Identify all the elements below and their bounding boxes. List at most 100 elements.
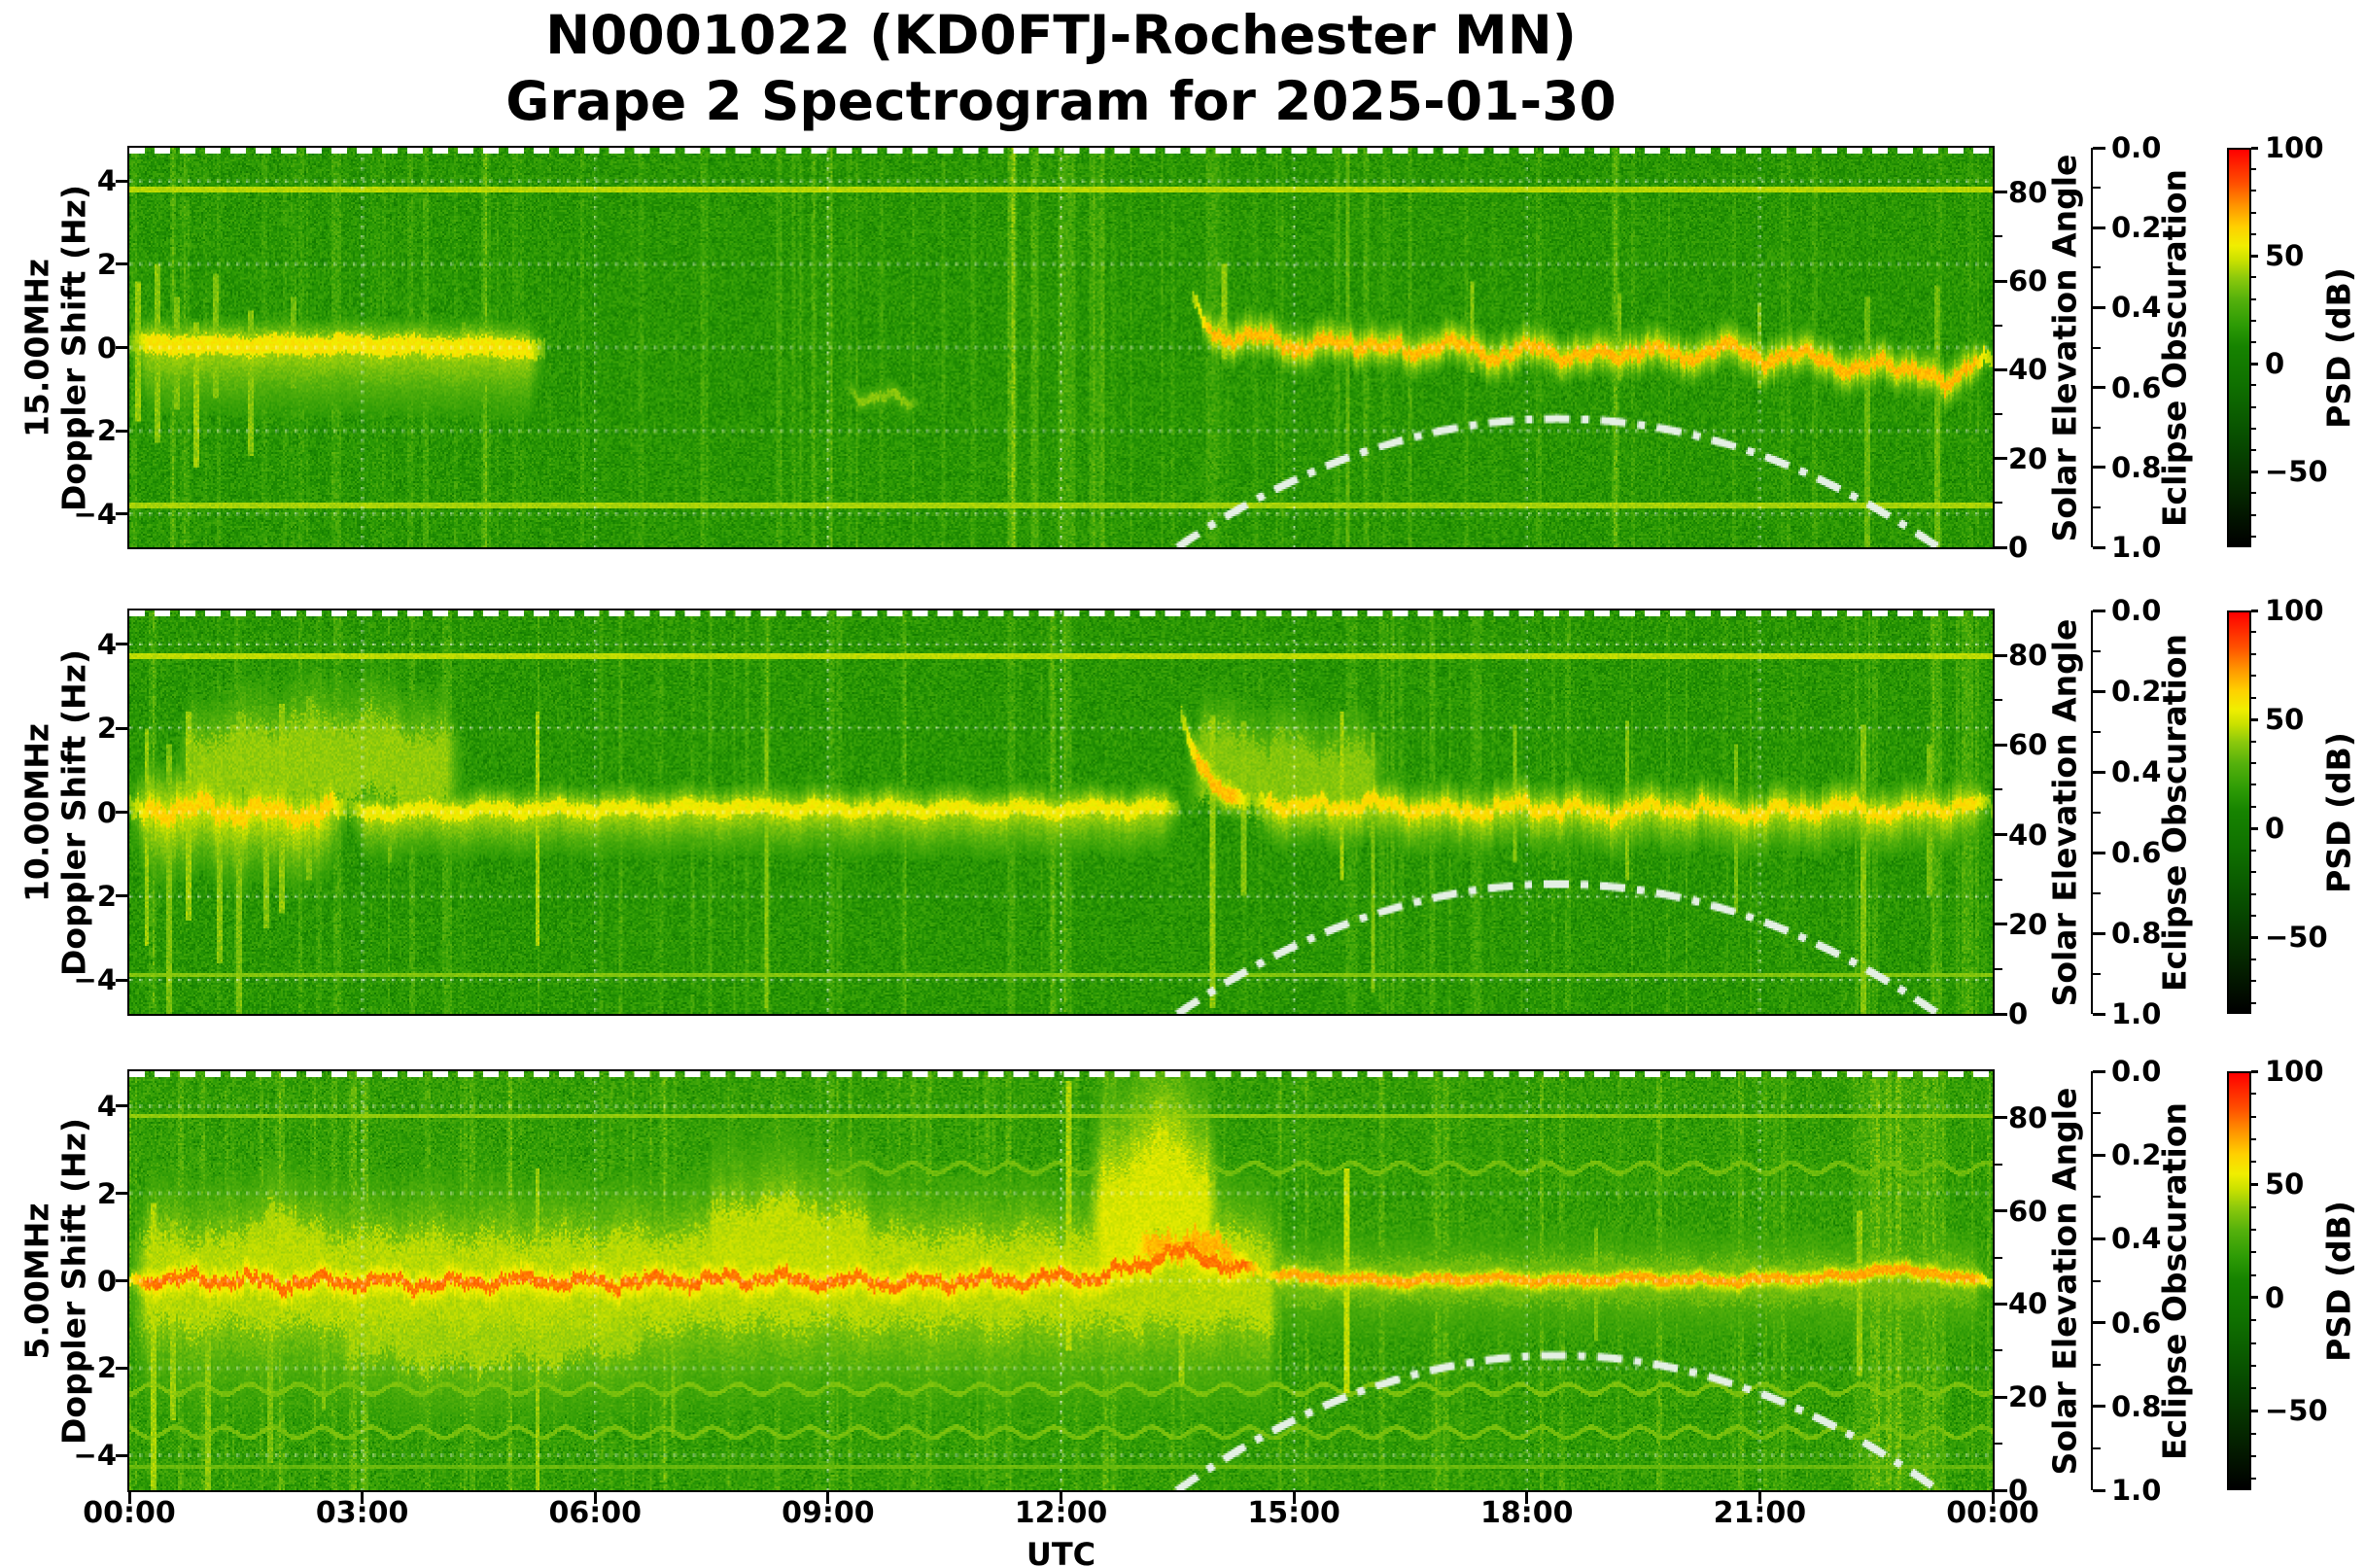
- colorbar-minor-tick: [2251, 805, 2256, 808]
- colorbar-minor-tick: [2251, 1478, 2256, 1481]
- colorbar-tick-mark: [2251, 470, 2258, 473]
- colorbar-minor-tick: [2251, 232, 2256, 235]
- colorbar-minor-tick: [2251, 384, 2256, 387]
- title-line-2: Grape 2 Spectrogram for 2025-01-30: [505, 70, 1617, 132]
- colorbar-minor-tick: [2251, 696, 2256, 699]
- solar-tick-mark: [1995, 1302, 2007, 1306]
- colorbar-tick-label: 100: [2265, 131, 2324, 164]
- x-tick-label: 09:00: [782, 1496, 875, 1530]
- x-tick-mark: [1292, 1492, 1296, 1504]
- solar-tick-mark: [1995, 1116, 2007, 1120]
- psd-colorbar: [2227, 610, 2251, 1014]
- eclipse-tick-label: 0.6: [2111, 370, 2162, 404]
- solar-minor-tick: [1995, 967, 2002, 970]
- x-tick-mark: [593, 1492, 597, 1504]
- doppler-tick-label: −2: [73, 1351, 117, 1385]
- colorbar-tick-label: 0: [2265, 347, 2285, 381]
- solar-minor-tick: [1995, 502, 2002, 505]
- x-tick-label: 12:00: [1014, 1496, 1108, 1530]
- spectrogram-canvas-10mhz: [129, 610, 1993, 1014]
- eclipse-tick-label: 0.4: [2111, 1222, 2162, 1256]
- colorbar-minor-tick: [2251, 762, 2256, 765]
- solar-axis-label: Solar Elevation Angle: [2045, 618, 2083, 1006]
- colorbar-tick-mark: [2251, 1182, 2258, 1186]
- doppler-tick-mark: [116, 643, 127, 646]
- colorbar-minor-tick: [2251, 513, 2256, 516]
- solar-tick-label: 40: [2008, 818, 2048, 852]
- colorbar-minor-tick: [2251, 849, 2256, 852]
- doppler-tick-mark: [116, 1104, 127, 1108]
- solar-axis-label: Solar Elevation Angle: [2045, 154, 2083, 541]
- colorbar-minor-tick: [2251, 915, 2256, 918]
- x-tick-label: 00:00: [1946, 1496, 2039, 1530]
- colorbar-minor-tick: [2251, 427, 2256, 430]
- solar-minor-tick: [1995, 324, 2002, 327]
- colorbar-minor-tick: [2251, 1115, 2256, 1118]
- eclipse-minor-tick: [2093, 1112, 2101, 1115]
- doppler-tick-label: −2: [73, 414, 117, 448]
- x-tick-mark: [1525, 1492, 1529, 1504]
- eclipse-tick-label: 0.8: [2111, 450, 2162, 484]
- solar-tick-mark: [1995, 1012, 2007, 1016]
- colorbar-minor-tick: [2251, 1251, 2256, 1254]
- solar-minor-tick: [1995, 1163, 2002, 1166]
- colorbar-minor-tick: [2251, 1093, 2256, 1096]
- eclipse-tick-mark: [2093, 851, 2105, 854]
- doppler-tick-label: 4: [96, 1089, 117, 1123]
- doppler-tick-label: 2: [96, 712, 117, 746]
- doppler-tick-label: 2: [96, 1176, 117, 1210]
- x-tick-mark: [1991, 1492, 1995, 1504]
- doppler-tick-mark: [116, 726, 127, 730]
- solar-tick-label: 20: [2008, 1380, 2048, 1414]
- solar-axis-label: Solar Elevation Angle: [2045, 1087, 2083, 1475]
- solar-tick-label: 80: [2008, 639, 2048, 673]
- solar-minor-tick: [1995, 413, 2002, 415]
- x-tick-label: 18:00: [1480, 1496, 1574, 1530]
- colorbar-minor-tick: [2251, 631, 2256, 634]
- solar-minor-tick: [1995, 788, 2002, 791]
- x-tick-label: 06:00: [548, 1496, 643, 1530]
- solar-minor-tick: [1995, 699, 2002, 702]
- solar-tick-mark: [1995, 653, 2007, 657]
- colorbar-tick-mark: [2251, 826, 2258, 830]
- eclipse-axis-spine: [2091, 610, 2093, 1014]
- eclipse-tick-label: 0.2: [2111, 1138, 2162, 1172]
- solar-tick-label: 20: [2008, 441, 2048, 475]
- colorbar-minor-tick: [2251, 1205, 2256, 1208]
- colorbar-tick-label: 50: [2265, 1167, 2305, 1202]
- colorbar-tick-mark: [2251, 254, 2258, 258]
- colorbar-minor-tick: [2251, 1387, 2256, 1390]
- solar-tick-label: 40: [2008, 1287, 2048, 1321]
- x-tick-label: 21:00: [1713, 1496, 1807, 1530]
- eclipse-tick-mark: [2093, 609, 2105, 612]
- eclipse-tick-label: 0.8: [2111, 1389, 2162, 1423]
- eclipse-axis-label: Eclipse Obscuration: [2155, 633, 2193, 992]
- colorbar-minor-tick: [2251, 675, 2256, 678]
- eclipse-tick-mark: [2093, 226, 2105, 229]
- x-tick-mark: [361, 1492, 365, 1504]
- solar-tick-mark: [1995, 1395, 2007, 1399]
- eclipse-tick-label: 0.0: [2111, 594, 2162, 627]
- eclipse-tick-label: 0.4: [2111, 291, 2162, 325]
- solar-minor-tick: [1995, 1443, 2002, 1446]
- eclipse-tick-mark: [2093, 146, 2105, 150]
- colorbar-minor-tick: [2251, 190, 2256, 192]
- eclipse-tick-label: 1.0: [2111, 1474, 2162, 1507]
- eclipse-tick-label: 1.0: [2111, 997, 2162, 1030]
- doppler-tick-label: −4: [73, 1439, 117, 1473]
- doppler-tick-label: 0: [96, 1264, 117, 1298]
- doppler-tick-label: 2: [96, 247, 117, 281]
- psd-colorbar: [2227, 148, 2251, 547]
- colorbar-tick-mark: [2251, 935, 2258, 939]
- solar-tick-mark: [1995, 367, 2007, 371]
- colorbar-tick-mark: [2251, 1296, 2258, 1300]
- colorbar-minor-tick: [2251, 492, 2256, 495]
- colorbar-minor-tick: [2251, 1319, 2256, 1322]
- doppler-tick-mark: [116, 512, 127, 516]
- spectrogram-canvas-5mhz: [129, 1071, 1993, 1490]
- eclipse-tick-mark: [2093, 1012, 2105, 1016]
- colorbar-tick-label: −50: [2265, 455, 2328, 489]
- eclipse-tick-mark: [2093, 1405, 2105, 1409]
- psd-axis-label: PSD (dB): [2319, 1200, 2357, 1362]
